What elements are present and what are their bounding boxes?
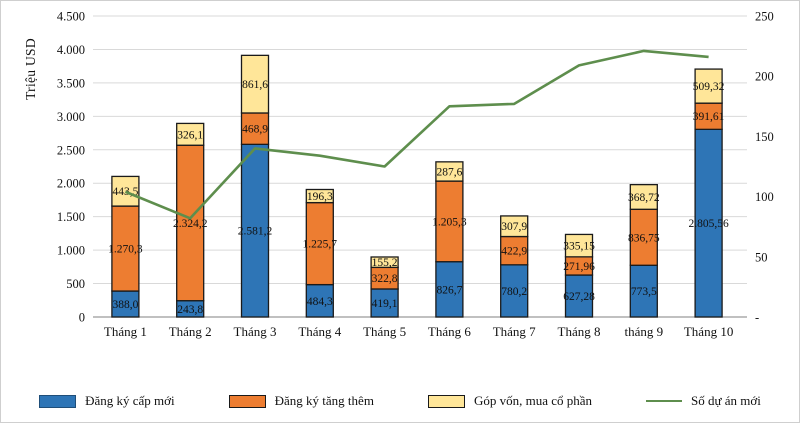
bar-data-label: 1.225,7	[303, 239, 338, 251]
plot-area: 4.500 4.000 3.500 3.000 2.500 2.000 1.500 1.000…	[57, 10, 774, 340]
bar-data-label: 468,9	[242, 124, 268, 136]
left-axis-tick: 500	[66, 277, 85, 291]
bar-data-label: 509,32	[693, 81, 725, 93]
left-axis-tick: 2.500	[57, 143, 85, 157]
bar-data-label: 484,3	[307, 296, 333, 308]
left-axis-tick: 4.500	[57, 10, 85, 24]
bar-data-label: 826,7	[436, 284, 462, 296]
bar-data-label: 836,75	[628, 232, 660, 244]
bar-data-label: 155,2	[372, 257, 398, 269]
bar-segment-orange	[500, 235, 529, 266]
bar-data-label: 368,72	[628, 192, 660, 204]
category-label: Tháng 4	[298, 324, 341, 339]
bar-data-label: 419,1	[372, 298, 398, 310]
category-label: tháng 9	[624, 324, 663, 339]
bar-segment-blue	[629, 264, 658, 318]
bar-data-label: 326,1	[177, 129, 203, 141]
bar-data-label: 627,28	[563, 291, 595, 303]
category-label: Tháng 2	[169, 324, 212, 339]
bar-segment-blue	[305, 283, 334, 318]
right-axis-tick: 150	[755, 130, 774, 144]
line-series-so-du-an-moi	[124, 49, 709, 220]
bar-segment-yellow	[435, 161, 464, 182]
right-axis-tick: 200	[755, 70, 774, 84]
category-label: Tháng 5	[363, 324, 406, 339]
bar-segment-blue	[564, 274, 594, 318]
left-axis-tick: 1.000	[57, 244, 85, 258]
bar-segment-yellow	[176, 122, 205, 146]
bar-data-label: 2.581,2	[238, 226, 273, 238]
left-axis-tick: 3.000	[57, 110, 85, 124]
bar-segment-yellow	[564, 233, 594, 258]
bar-data-label: 780,2	[501, 286, 527, 298]
legend-swatch-green-line	[646, 400, 682, 402]
bar-data-label: 287,6	[436, 166, 462, 178]
category-label: Tháng 7	[493, 324, 536, 339]
legend-swatch-blue-bar	[39, 394, 77, 408]
bar-data-label: 322,8	[372, 273, 398, 285]
right-axis-tick: 100	[755, 190, 774, 204]
legend-swatch-orange-bar	[228, 394, 266, 408]
bar-data-label: 243,8	[177, 304, 203, 316]
legend-label-dang-ky-cap-moi: Đăng ký cấp mới	[85, 393, 175, 408]
bar-segment-yellow	[694, 68, 723, 104]
category-label: Tháng 6	[428, 324, 471, 339]
bar-data-label: 388,0	[112, 299, 138, 311]
bar-data-label: 773,5	[631, 286, 657, 298]
bar-segment-orange	[176, 144, 205, 302]
bar-data-label: 861,6	[242, 79, 268, 91]
left-axis-tick: 2.000	[57, 177, 85, 191]
bar-data-label: 2.805,56	[688, 218, 729, 230]
category-label: Tháng 8	[558, 324, 601, 339]
left-axis-tick: 3.500	[57, 76, 85, 90]
bar-segment-orange	[629, 208, 658, 266]
bar-data-label: 335,15	[563, 241, 595, 253]
bar-segment-yellow	[629, 183, 658, 210]
right-axis-tick: -	[755, 311, 759, 325]
left-axis-tick: 4.000	[57, 43, 85, 57]
bar-segment-orange	[240, 112, 270, 145]
legend-item-gop-von: Góp vốn, mua cổ phần	[427, 393, 592, 409]
bar-data-label: 1.270,3	[108, 244, 143, 256]
bar-segment-yellow	[500, 215, 529, 238]
right-axis-tick: 250	[755, 10, 774, 24]
category-label: Tháng 3	[234, 324, 277, 339]
bar-data-label: 2.324,2	[173, 218, 208, 230]
legend-item-dang-ky-tang-them: Đăng ký tăng thêm	[228, 393, 374, 409]
bar-segment-yellow	[240, 54, 270, 114]
legend-item-dang-ky-cap-moi: Đăng ký cấp mới	[39, 393, 175, 409]
bar-data-label: 271,96	[563, 261, 595, 273]
left-axis-tick: 0	[79, 311, 85, 325]
bar-data-label: 1.205,3	[432, 216, 467, 228]
category-label: Tháng 10	[684, 324, 733, 339]
bar-data-label: 307,9	[501, 221, 527, 233]
category-label: Tháng 1	[104, 324, 147, 339]
legend-label-gop-von: Góp vốn, mua cổ phần	[473, 393, 592, 408]
left-axis-tick: 1.500	[57, 210, 85, 224]
legend: Đăng ký cấp mới Đăng ký tăng thêm Góp vố…	[1, 385, 799, 417]
bar-segment-blue	[370, 288, 399, 318]
bar-data-label: 391,61	[693, 111, 725, 123]
bar-segment-yellow	[305, 188, 334, 204]
right-axis-tick: 50	[755, 250, 768, 264]
legend-label-dang-ky-tang-them: Đăng ký tăng thêm	[274, 393, 374, 408]
bar-segment-yellow	[111, 175, 140, 207]
legend-item-so-du-an-moi: Số dự án mới	[646, 393, 761, 409]
legend-label-so-du-an-moi: Số dự án mới	[691, 393, 761, 408]
bar-data-label: 422,9	[501, 246, 527, 258]
bar-segment-yellow	[370, 256, 399, 269]
left-axis-title: Triệu USD	[23, 38, 38, 100]
legend-swatch-yellow-bar	[427, 394, 465, 408]
bar-data-label: 196,3	[307, 191, 333, 203]
